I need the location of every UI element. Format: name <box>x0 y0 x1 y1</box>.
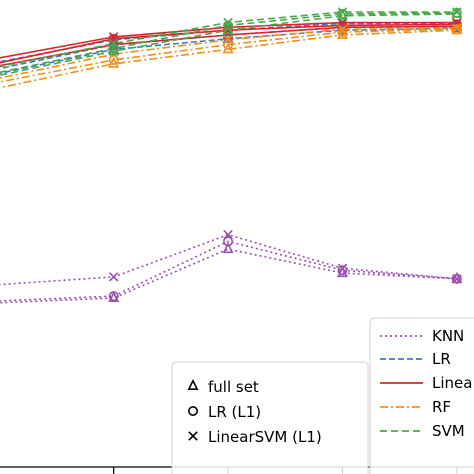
data-point-svm-x <box>108 38 119 49</box>
data-point-knn-x <box>452 274 462 284</box>
data-point-knn-circle <box>451 273 462 284</box>
data-point-knn-circle <box>337 265 348 276</box>
series-line-svm-x <box>0 11 457 68</box>
data-point-knn-triangle <box>108 291 120 303</box>
series-legend-box <box>369 317 474 474</box>
marker-legend-label: LinearSVM (L1) <box>208 428 322 446</box>
data-point-rf-circle <box>451 24 462 35</box>
data-point-rf-x <box>452 23 462 34</box>
series-markers <box>108 6 463 303</box>
legend-circle-icon <box>188 405 199 416</box>
data-point-rf-triangle <box>108 56 120 68</box>
marker-legend-item-lr-l1: LR (L1) <box>208 403 261 421</box>
series-line-lr-triangle <box>0 27 457 75</box>
series-line-rf-circle <box>0 28 457 83</box>
marker-legend-label: full set <box>208 378 259 396</box>
series-legend: KNN LR Linea RF SVM <box>369 317 474 474</box>
series-line-knn-x <box>0 233 457 286</box>
data-point-rf-circle <box>108 54 119 65</box>
data-point-svm-x <box>452 7 462 17</box>
data-point-rf-x <box>337 24 348 35</box>
series-lines <box>0 11 457 304</box>
series-legend-label-lr: LR <box>432 350 451 368</box>
legend-x-icon <box>188 431 198 441</box>
series-line-svm-triangle <box>0 13 457 76</box>
series-legend-label-linea: Linea <box>432 374 472 392</box>
data-point-rf-circle <box>337 27 348 38</box>
series-line-linea-triangle <box>0 25 457 67</box>
marker-legend-box <box>171 361 369 474</box>
marker-legend-item-linearsvm-l1: LinearSVM (L1) <box>208 428 322 446</box>
data-point-knn-triangle <box>222 242 234 254</box>
data-point-knn-x <box>337 263 348 274</box>
series-legend-label-rf: RF <box>432 398 451 416</box>
marker-legend-label: LR (L1) <box>208 403 261 421</box>
data-point-knn-circle <box>223 236 234 247</box>
data-point-knn-triangle <box>336 266 348 278</box>
data-point-knn-circle <box>108 291 119 302</box>
series-line-svm-circle <box>0 12 457 74</box>
data-point-svm-triangle <box>108 44 120 56</box>
legend-triangle-icon <box>187 379 199 391</box>
series-legend-label-knn: KNN <box>432 327 464 345</box>
data-point-svm-circle <box>451 7 462 18</box>
series-line-rf-triangle <box>0 29 457 89</box>
series-line-linea-circle <box>0 23 457 64</box>
data-point-rf-triangle <box>336 28 348 40</box>
data-point-svm-x <box>337 7 348 17</box>
data-point-knn-x <box>223 229 233 240</box>
data-point-rf-x <box>223 35 233 45</box>
data-point-svm-circle <box>337 8 348 19</box>
data-point-knn-x <box>108 272 119 282</box>
series-line-linea-x <box>0 21 457 59</box>
data-point-svm-circle <box>223 20 234 31</box>
series-line-lr-x <box>0 22 457 63</box>
series-legend-label-svm: SVM <box>432 422 465 440</box>
marker-legend: full set LR (L1) LinearSVM (L1) <box>171 361 369 474</box>
series-line-knn-triangle <box>0 248 457 304</box>
data-point-svm-x <box>223 17 233 28</box>
marker-legend-item-full-set: full set <box>208 378 259 396</box>
